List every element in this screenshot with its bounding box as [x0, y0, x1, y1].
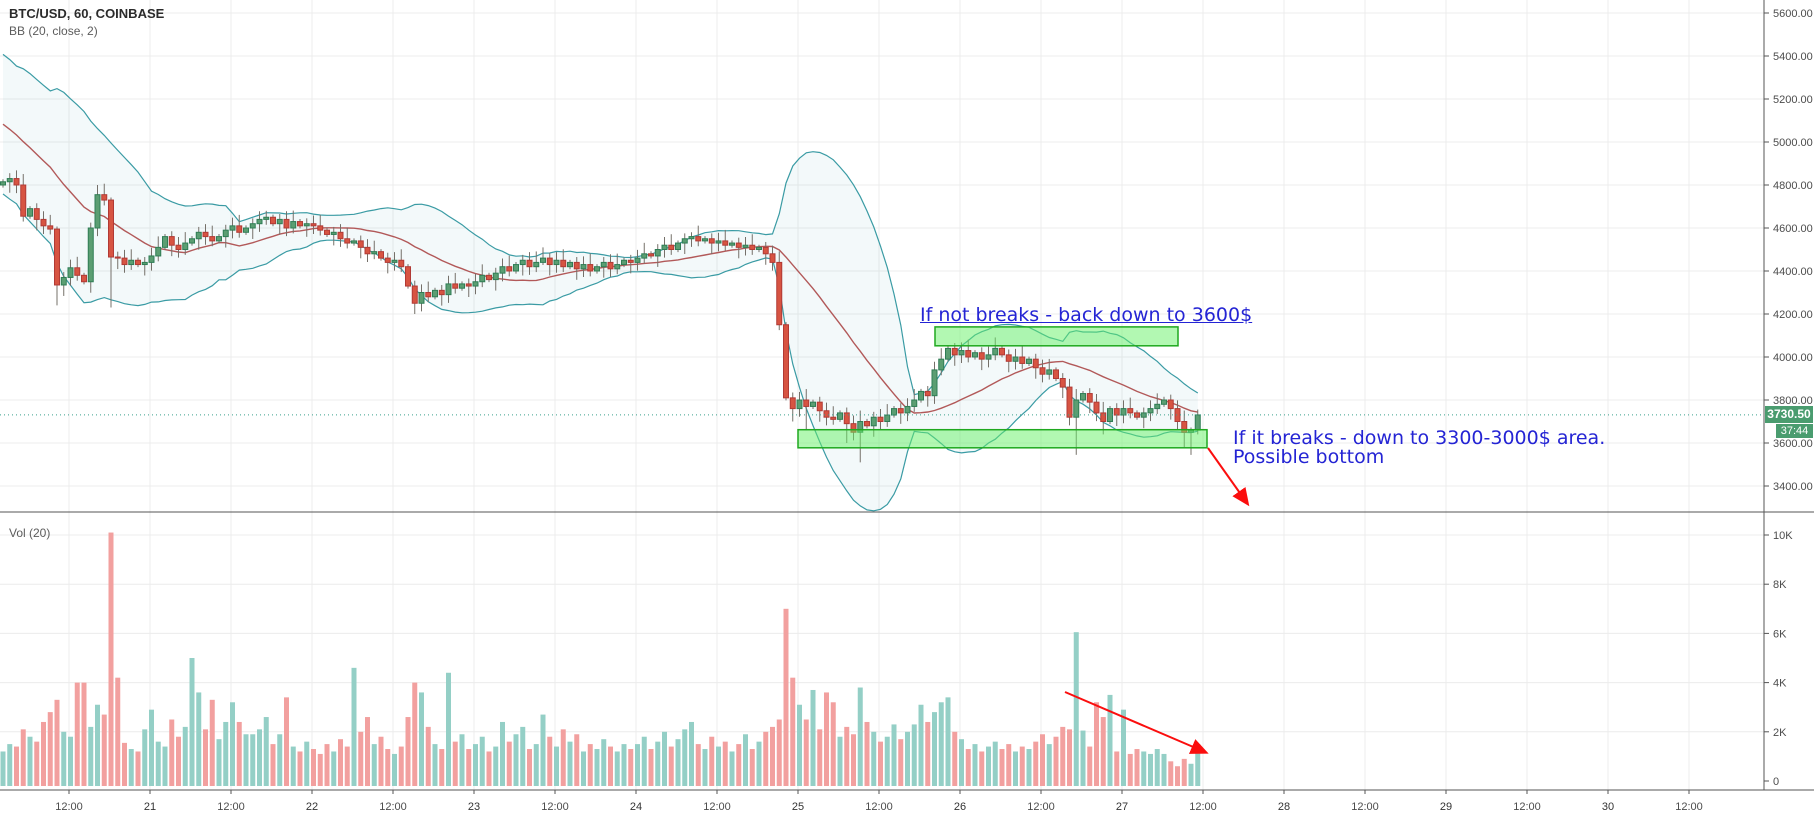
day-tick-label: 21 — [144, 801, 156, 813]
volume-indicator-label: Vol (20) — [9, 526, 51, 540]
day-tick-label: 26 — [954, 801, 966, 813]
volume-tick-label: 10K — [1773, 530, 1793, 542]
volume-tick-label: 8K — [1773, 579, 1787, 591]
annotation-note-line1: If it breaks - down to 3300-3000$ area. — [1233, 427, 1606, 449]
symbol-title: BTC/USD, 60, COINBASE — [9, 6, 165, 21]
price-axis[interactable]: 5600.00 5400.00 5200.00 5000.00 4800.00 4600.… — [1764, 8, 1813, 788]
price-tick-label: 5200.00 — [1773, 94, 1813, 106]
price-tick-label: 5400.00 — [1773, 51, 1813, 63]
resistance-zone-box[interactable] — [934, 326, 1179, 347]
time-tick-label: 12:00 — [1513, 801, 1541, 813]
time-tick-label: 12:00 — [217, 801, 245, 813]
time-tick-label: 12:00 — [1351, 801, 1379, 813]
time-tick-label: 12:00 — [55, 801, 83, 813]
time-tick-label: 12:00 — [865, 801, 893, 813]
annotation-note-line2: Possible bottom — [1233, 446, 1385, 468]
day-tick-label: 23 — [468, 801, 480, 813]
volume-tick-label: 6K — [1773, 628, 1787, 640]
volume-tick-label: 0 — [1773, 776, 1779, 788]
volume-bars[interactable] — [0, 532, 1201, 786]
bb-basis-line[interactable] — [2, 123, 1198, 414]
day-tick-label: 22 — [306, 801, 318, 813]
time-tick-label: 12:00 — [541, 801, 569, 813]
bar-countdown-label: 37:44 — [1776, 423, 1813, 438]
day-tick-label: 29 — [1440, 801, 1452, 813]
price-tick-label: 4400.00 — [1773, 266, 1813, 278]
time-tick-label: 12:00 — [1027, 801, 1055, 813]
annotation-note-resistance[interactable]: If not breaks - back down to 3600$ — [920, 304, 1253, 326]
price-tick-label: 4800.00 — [1773, 180, 1813, 192]
bb-upper-band[interactable] — [2, 53, 1199, 396]
time-tick-label: 12:00 — [703, 801, 731, 813]
price-tick-label: 3800.00 — [1773, 395, 1813, 407]
bb-indicator-label: BB (20, close, 2) — [9, 24, 98, 38]
day-tick-label: 25 — [792, 801, 804, 813]
price-tick-label: 4200.00 — [1773, 309, 1813, 321]
time-tick-label: 12:00 — [1675, 801, 1703, 813]
price-tick-label: 3600.00 — [1773, 438, 1813, 450]
price-tick-label: 5000.00 — [1773, 137, 1813, 149]
candlesticks[interactable] — [0, 170, 1201, 463]
day-tick-label: 24 — [630, 801, 642, 813]
day-tick-label: 28 — [1278, 801, 1290, 813]
bb-band-fill — [3, 54, 1198, 511]
volume-tick-label: 4K — [1773, 678, 1787, 690]
time-tick-label: 12:00 — [1189, 801, 1217, 813]
volume-tick-label: 2K — [1773, 727, 1787, 739]
day-tick-label: 27 — [1116, 801, 1128, 813]
price-tick-label: 4600.00 — [1773, 223, 1813, 235]
time-tick-label: 12:00 — [379, 801, 407, 813]
day-tick-label: 30 — [1602, 801, 1614, 813]
volume-trend-arrow[interactable] — [1064, 691, 1209, 754]
price-tick-label: 3400.00 — [1773, 481, 1813, 493]
support-zone-box[interactable] — [797, 428, 1208, 449]
price-tick-label: 4000.00 — [1773, 352, 1813, 364]
time-axis[interactable]: 12:00 21 12:00 22 12:00 23 12:00 24 12:00 25 12:00… — [55, 790, 1703, 813]
last-price-label: 3730.50 — [1765, 406, 1813, 424]
breakdown-arrow[interactable] — [1207, 447, 1250, 507]
annotation-note-support[interactable]: If it breaks - down to 3300-3000$ area. … — [1233, 429, 1605, 467]
price-tick-label: 5600.00 — [1773, 8, 1813, 20]
